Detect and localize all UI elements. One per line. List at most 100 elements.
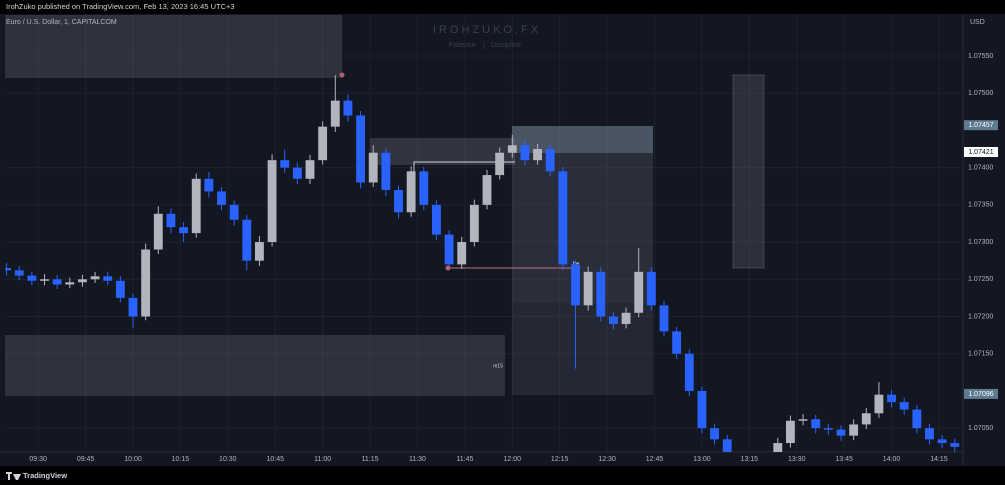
- price-tag-label: 1.07096: [968, 391, 993, 398]
- y-tick-label: 1.07400: [968, 164, 993, 171]
- candle-body: [153, 213, 163, 250]
- candle-body: [861, 413, 871, 425]
- zone: [512, 126, 653, 153]
- zone: [5, 15, 342, 78]
- point-marker: [445, 265, 451, 271]
- x-tick-label: 11:30: [409, 456, 426, 463]
- candle-body: [368, 152, 378, 183]
- candle-body: [912, 409, 922, 429]
- candle-body: [14, 270, 24, 276]
- candle-body: [394, 189, 403, 213]
- candle-body: [229, 204, 239, 220]
- y-tick-label: 1.07250: [968, 276, 993, 283]
- candle-body: [659, 305, 669, 332]
- zone: [732, 74, 765, 269]
- candle-body: [318, 126, 328, 161]
- x-tick-label: 11:15: [362, 456, 379, 463]
- candle-body: [115, 280, 125, 298]
- watermark-text: Discipline: [491, 42, 521, 49]
- candle-body: [609, 316, 618, 324]
- point-marker: [339, 72, 345, 78]
- candle-body: [204, 178, 214, 192]
- candle-body: [899, 402, 909, 410]
- x-tick-label: 13:45: [835, 456, 853, 463]
- candle-body: [267, 160, 277, 243]
- candle-body: [495, 152, 505, 176]
- candle-body: [874, 394, 884, 414]
- candle-body: [5, 268, 12, 271]
- candle-body: [469, 204, 479, 243]
- candle-body: [406, 171, 416, 213]
- zone: [512, 303, 653, 395]
- y-tick-label: 1.07500: [968, 90, 993, 97]
- x-tick-label: 11:00: [314, 456, 331, 463]
- candle-body: [191, 178, 201, 234]
- candle-body: [90, 276, 100, 280]
- x-tick-label: 10:00: [124, 456, 142, 463]
- candle-body: [103, 276, 113, 281]
- candle-body: [482, 175, 492, 205]
- candle-body: [179, 227, 189, 234]
- price-tag-label: 1.07421: [968, 149, 993, 156]
- candle-body: [280, 160, 290, 168]
- candle-body: [950, 443, 960, 447]
- x-tick-label: 10:45: [266, 456, 284, 463]
- candle-body: [40, 279, 49, 281]
- x-tick-label: 13:15: [741, 456, 759, 463]
- top-bar: [0, 0, 1005, 14]
- candle-body: [356, 115, 366, 183]
- candle-body: [646, 271, 656, 306]
- candle-body: [242, 219, 252, 261]
- candle-body: [937, 439, 947, 444]
- candle-body: [381, 152, 391, 190]
- x-tick-label: 09:30: [29, 456, 47, 463]
- candle-body: [419, 171, 429, 205]
- candle-body: [684, 353, 694, 391]
- bottom-bar: [0, 466, 1005, 485]
- candle-body: [52, 279, 62, 285]
- candle-body: [773, 443, 783, 452]
- candle-body: [887, 394, 896, 403]
- candle-body: [343, 100, 353, 116]
- candle-body: [533, 149, 542, 161]
- candle-body: [545, 149, 555, 172]
- candle-body: [722, 439, 732, 452]
- candles: [5, 75, 960, 452]
- candle-body: [672, 331, 682, 354]
- zone: [5, 335, 505, 396]
- candle-body: [78, 279, 87, 283]
- x-tick-label: 13:30: [788, 456, 806, 463]
- candle-body: [621, 312, 631, 324]
- candle-body: [823, 428, 833, 430]
- candle-body: [305, 160, 315, 179]
- x-tick-label: 12:00: [504, 456, 522, 463]
- candle-body: [697, 390, 707, 429]
- x-tick-label: 14:00: [883, 456, 901, 463]
- x-tick-label: 12:45: [646, 456, 664, 463]
- zone: [370, 138, 515, 165]
- level-line: [413, 161, 515, 175]
- candle-body: [141, 249, 151, 317]
- candle-body: [786, 420, 795, 444]
- candle-body: [798, 419, 808, 421]
- candle-body: [217, 191, 226, 205]
- zone: [512, 153, 653, 303]
- watermark-text: Patience: [448, 42, 475, 49]
- x-tick-label: 09:45: [77, 456, 95, 463]
- candle-body: [571, 264, 580, 306]
- candle-body: [444, 234, 454, 265]
- annotation: m15: [493, 363, 503, 369]
- candle-body: [558, 171, 568, 265]
- candle-body: [128, 297, 138, 317]
- y-tick-label: 1.07200: [968, 313, 993, 320]
- symbol: Euro / U.S. Dollar, 1, CAPITALCOM: [6, 19, 117, 26]
- candle-body: [166, 213, 176, 228]
- price-tag: [964, 146, 998, 157]
- x-tick-label: 11:45: [456, 456, 473, 463]
- y-tick-label: 1.07150: [968, 351, 993, 358]
- watermark-text: |: [483, 42, 485, 49]
- candle-body: [710, 428, 719, 440]
- x-tick-label: 12:15: [551, 456, 569, 463]
